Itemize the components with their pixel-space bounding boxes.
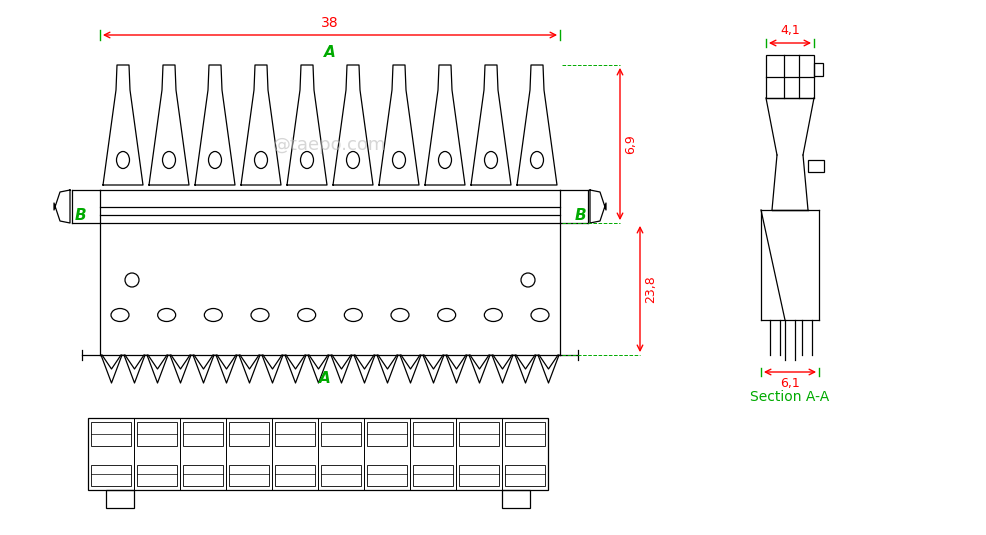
Bar <box>229 422 269 446</box>
Bar <box>320 422 361 446</box>
Bar <box>91 422 131 446</box>
Bar <box>813 63 822 76</box>
Bar <box>367 422 406 446</box>
Text: 6,9: 6,9 <box>623 134 636 154</box>
Bar <box>458 422 499 446</box>
Bar <box>412 465 453 486</box>
Bar <box>182 465 223 486</box>
Bar <box>137 465 176 486</box>
Text: 38: 38 <box>320 16 338 30</box>
Bar <box>229 465 269 486</box>
Text: A: A <box>323 44 335 59</box>
Bar <box>88 418 547 490</box>
Text: A: A <box>318 371 330 386</box>
Text: 23,8: 23,8 <box>643 275 657 303</box>
Bar <box>275 465 315 486</box>
Text: Section A-A: Section A-A <box>749 390 829 404</box>
Bar <box>458 465 499 486</box>
Text: B: B <box>74 208 86 223</box>
Bar <box>275 422 315 446</box>
Bar <box>182 422 223 446</box>
Bar <box>91 465 131 486</box>
Bar <box>505 422 544 446</box>
Text: 6,1: 6,1 <box>779 377 799 390</box>
Text: B: B <box>574 208 586 223</box>
Bar <box>367 465 406 486</box>
Bar <box>808 160 823 172</box>
Bar <box>412 422 453 446</box>
Bar <box>106 490 134 508</box>
Text: @taepo.com: @taepo.com <box>273 136 387 154</box>
Bar <box>502 490 529 508</box>
Bar <box>137 422 176 446</box>
Bar <box>320 465 361 486</box>
Bar <box>765 55 813 98</box>
Text: 4,1: 4,1 <box>779 24 799 37</box>
Bar <box>505 465 544 486</box>
